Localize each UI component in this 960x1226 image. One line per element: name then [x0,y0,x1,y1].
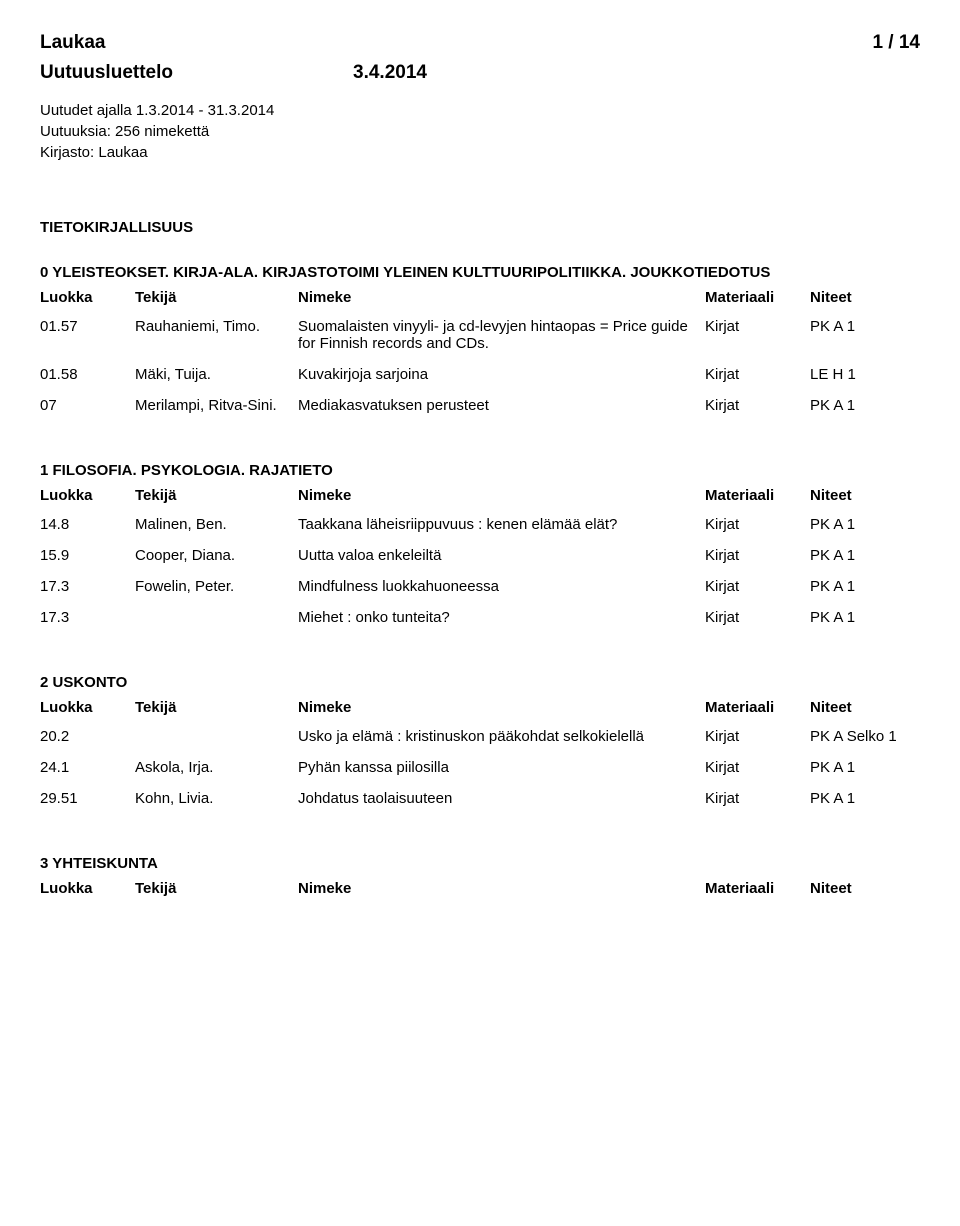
cell-tekija: Mäki, Tuija. [135,366,298,383]
cell-tekija: Merilampi, Ritva-Sini. [135,397,298,414]
list-title: Uutuusluettelo [40,62,173,84]
library-name: Laukaa [40,32,105,54]
table-row: 01.58Mäki, Tuija.Kuvakirjoja sarjoinaKir… [40,366,920,383]
cell-materiaali: Kirjat [705,516,810,533]
column-header-niteet: Niteet [810,289,920,306]
cell-niteet: PK A 1 [810,578,920,595]
table-row: 29.51Kohn, Livia.Johdatus taolaisuuteenK… [40,790,920,807]
column-header-nimeke: Nimeke [298,880,705,897]
cell-materiaali: Kirjat [705,366,810,383]
column-header-tekija: Tekijä [135,699,298,716]
column-header-materiaali: Materiaali [705,699,810,716]
cell-materiaali: Kirjat [705,578,810,595]
cell-niteet: PK A 1 [810,790,920,807]
cell-tekija: Askola, Irja. [135,759,298,776]
column-header-luokka: Luokka [40,699,135,716]
cell-materiaali: Kirjat [705,609,810,626]
cell-luokka: 17.3 [40,578,135,595]
cell-materiaali: Kirjat [705,397,810,414]
table-row: 24.1Askola, Irja.Pyhän kanssa piilosilla… [40,759,920,776]
cell-niteet: PK A 1 [810,609,920,626]
list-date: 3.4.2014 [353,62,427,84]
cell-tekija: Malinen, Ben. [135,516,298,533]
column-header-luokka: Luokka [40,289,135,306]
cell-niteet: PK A 1 [810,759,920,776]
table-row: 14.8Malinen, Ben.Taakkana läheisriippuvu… [40,516,920,533]
cell-luokka: 20.2 [40,728,135,745]
column-header-niteet: Niteet [810,487,920,504]
cell-nimeke: Suomalaisten vinyyli- ja cd-levyjen hint… [298,318,705,352]
main-section-heading: TIETOKIRJALLISUUS [40,219,920,236]
library-line: Kirjasto: Laukaa [40,142,920,163]
column-header-tekija: Tekijä [135,880,298,897]
cell-nimeke: Taakkana läheisriippuvuus : kenen elämää… [298,516,705,533]
cell-materiaali: Kirjat [705,547,810,564]
cell-nimeke: Mediakasvatuksen perusteet [298,397,705,414]
page-number: 1 / 14 [872,32,920,54]
cell-luokka: 01.57 [40,318,135,335]
cell-luokka: 14.8 [40,516,135,533]
column-header-luokka: Luokka [40,880,135,897]
cell-materiaali: Kirjat [705,759,810,776]
column-header-materiaali: Materiaali [705,289,810,306]
column-header-niteet: Niteet [810,880,920,897]
cell-nimeke: Johdatus taolaisuuteen [298,790,705,807]
table-row: 17.3Fowelin, Peter.Mindfulness luokkahuo… [40,578,920,595]
column-header-niteet: Niteet [810,699,920,716]
column-header-tekija: Tekijä [135,289,298,306]
table-row: 20.2 Usko ja elämä : kristinuskon pääkohd… [40,728,920,745]
count-line: Uutuuksia: 256 nimekettä [40,121,920,142]
cell-luokka: 17.3 [40,609,135,626]
cell-materiaali: Kirjat [705,318,810,335]
cell-luokka: 01.58 [40,366,135,383]
cell-nimeke: Uutta valoa enkeleiltä [298,547,705,564]
column-header-row: LuokkaTekijäNimekeMateriaaliNiteet [40,699,920,716]
cell-tekija: Rauhaniemi, Timo. [135,318,298,335]
column-header-nimeke: Nimeke [298,289,705,306]
cell-luokka: 07 [40,397,135,414]
cell-nimeke: Kuvakirjoja sarjoina [298,366,705,383]
column-header-materiaali: Materiaali [705,880,810,897]
cell-luokka: 24.1 [40,759,135,776]
header-top-row: Laukaa 1 / 14 [40,32,920,54]
table-row: 17.3 Miehet : onko tunteita?KirjatPK A 1 [40,609,920,626]
column-header-tekija: Tekijä [135,487,298,504]
date-range-line: Uutudet ajalla 1.3.2014 - 31.3.2014 [40,100,920,121]
cell-niteet: PK A 1 [810,318,920,335]
table-row: 01.57Rauhaniemi, Timo.Suomalaisten vinyy… [40,318,920,352]
column-header-nimeke: Nimeke [298,699,705,716]
cell-tekija: Kohn, Livia. [135,790,298,807]
column-header-nimeke: Nimeke [298,487,705,504]
cell-luokka: 15.9 [40,547,135,564]
column-header-luokka: Luokka [40,487,135,504]
cell-niteet: PK A Selko 1 [810,728,920,745]
column-header-materiaali: Materiaali [705,487,810,504]
cell-nimeke: Miehet : onko tunteita? [298,609,705,626]
cell-niteet: PK A 1 [810,516,920,533]
cell-materiaali: Kirjat [705,728,810,745]
cell-niteet: PK A 1 [810,547,920,564]
subsection-heading: 0 YLEISTEOKSET. KIRJA-ALA. KIRJASTOTOIMI… [40,264,920,281]
cell-tekija: Fowelin, Peter. [135,578,298,595]
table-row: 07Merilampi, Ritva-Sini.Mediakasvatuksen… [40,397,920,414]
cell-tekija: Cooper, Diana. [135,547,298,564]
cell-niteet: PK A 1 [810,397,920,414]
cell-materiaali: Kirjat [705,790,810,807]
cell-luokka: 29.51 [40,790,135,807]
subsection-heading: 2 USKONTO [40,674,920,691]
column-header-row: LuokkaTekijäNimekeMateriaaliNiteet [40,487,920,504]
cell-niteet: LE H 1 [810,366,920,383]
cell-nimeke: Usko ja elämä : kristinuskon pääkohdat s… [298,728,705,745]
column-header-row: LuokkaTekijäNimekeMateriaaliNiteet [40,289,920,306]
cell-nimeke: Pyhän kanssa piilosilla [298,759,705,776]
table-row: 15.9Cooper, Diana.Uutta valoa enkeleiltä… [40,547,920,564]
cell-nimeke: Mindfulness luokkahuoneessa [298,578,705,595]
column-header-row: LuokkaTekijäNimekeMateriaaliNiteet [40,880,920,897]
subsection-heading: 3 YHTEISKUNTA [40,855,920,872]
subsection-heading: 1 FILOSOFIA. PSYKOLOGIA. RAJATIETO [40,462,920,479]
header-title-row: Uutuusluettelo 3.4.2014 [40,62,920,84]
